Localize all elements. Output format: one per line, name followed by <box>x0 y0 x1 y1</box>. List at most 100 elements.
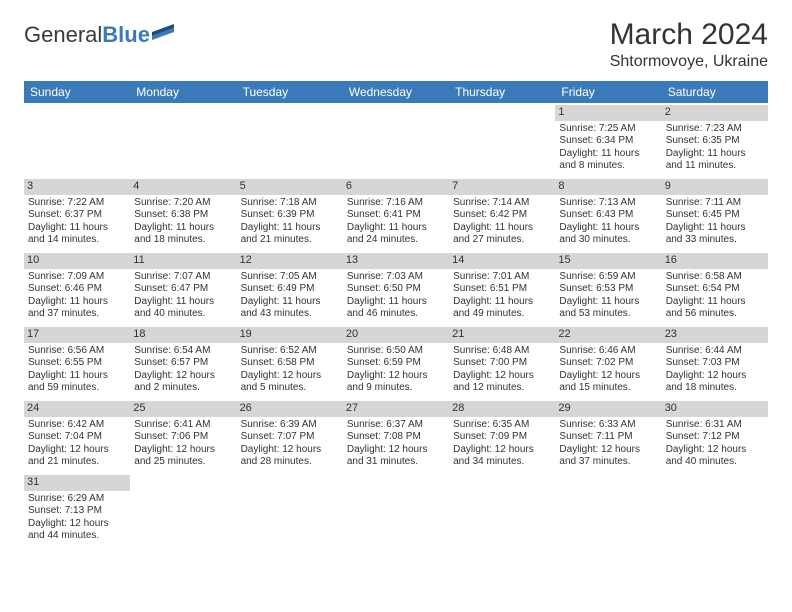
daylight-text: and 56 minutes. <box>666 308 764 321</box>
sunset-text: Sunset: 6:41 PM <box>347 209 445 222</box>
day-number: 4 <box>130 179 236 195</box>
title-block: March 2024 Shtormovoye, Ukraine <box>610 18 768 71</box>
sunset-text: Sunset: 7:00 PM <box>453 357 551 370</box>
sunset-text: Sunset: 6:46 PM <box>28 283 126 296</box>
daylight-text: Daylight: 11 hours <box>453 222 551 235</box>
sunrise-text: Sunrise: 7:22 AM <box>28 197 126 210</box>
daylight-text: Daylight: 12 hours <box>453 444 551 457</box>
calendar-table: SundayMondayTuesdayWednesdayThursdayFrid… <box>24 81 768 547</box>
sunset-text: Sunset: 7:06 PM <box>134 431 232 444</box>
calendar-day-cell <box>662 473 768 547</box>
sunset-text: Sunset: 6:59 PM <box>347 357 445 370</box>
day-number: 7 <box>449 179 555 195</box>
day-number: 15 <box>555 253 661 269</box>
day-number: 11 <box>130 253 236 269</box>
calendar-day-cell: 10Sunrise: 7:09 AMSunset: 6:46 PMDayligh… <box>24 251 130 325</box>
month-title: March 2024 <box>610 18 768 52</box>
daylight-text: and 27 minutes. <box>453 234 551 247</box>
sunset-text: Sunset: 6:47 PM <box>134 283 232 296</box>
calendar-day-cell: 22Sunrise: 6:46 AMSunset: 7:02 PMDayligh… <box>555 325 661 399</box>
sunrise-text: Sunrise: 6:44 AM <box>666 345 764 358</box>
sunset-text: Sunset: 7:12 PM <box>666 431 764 444</box>
calendar-week-row: 10Sunrise: 7:09 AMSunset: 6:46 PMDayligh… <box>24 251 768 325</box>
logo-text-general: General <box>24 22 102 47</box>
sunset-text: Sunset: 6:50 PM <box>347 283 445 296</box>
day-number: 12 <box>237 253 343 269</box>
sunrise-text: Sunrise: 6:46 AM <box>559 345 657 358</box>
calendar-day-cell: 21Sunrise: 6:48 AMSunset: 7:00 PMDayligh… <box>449 325 555 399</box>
calendar-week-row: 1Sunrise: 7:25 AMSunset: 6:34 PMDaylight… <box>24 103 768 177</box>
calendar-day-cell: 23Sunrise: 6:44 AMSunset: 7:03 PMDayligh… <box>662 325 768 399</box>
daylight-text: Daylight: 11 hours <box>241 222 339 235</box>
sunset-text: Sunset: 6:34 PM <box>559 135 657 148</box>
calendar-day-cell <box>237 473 343 547</box>
daylight-text: and 59 minutes. <box>28 382 126 395</box>
sunrise-text: Sunrise: 7:11 AM <box>666 197 764 210</box>
daylight-text: Daylight: 12 hours <box>241 370 339 383</box>
day-number: 24 <box>24 401 130 417</box>
daylight-text: and 49 minutes. <box>453 308 551 321</box>
calendar-day-cell <box>343 473 449 547</box>
sunrise-text: Sunrise: 6:50 AM <box>347 345 445 358</box>
daylight-text: Daylight: 11 hours <box>28 296 126 309</box>
daylight-text: Daylight: 11 hours <box>559 148 657 161</box>
daylight-text: Daylight: 12 hours <box>28 444 126 457</box>
calendar-day-cell: 24Sunrise: 6:42 AMSunset: 7:04 PMDayligh… <box>24 399 130 473</box>
sunrise-text: Sunrise: 7:13 AM <box>559 197 657 210</box>
calendar-day-cell <box>555 473 661 547</box>
calendar-day-cell: 3Sunrise: 7:22 AMSunset: 6:37 PMDaylight… <box>24 177 130 251</box>
calendar-day-cell: 27Sunrise: 6:37 AMSunset: 7:08 PMDayligh… <box>343 399 449 473</box>
sunset-text: Sunset: 6:58 PM <box>241 357 339 370</box>
location-title: Shtormovoye, Ukraine <box>610 53 768 71</box>
sunrise-text: Sunrise: 6:31 AM <box>666 419 764 432</box>
day-number: 21 <box>449 327 555 343</box>
calendar-day-cell: 2Sunrise: 7:23 AMSunset: 6:35 PMDaylight… <box>662 103 768 177</box>
calendar-day-cell: 31Sunrise: 6:29 AMSunset: 7:13 PMDayligh… <box>24 473 130 547</box>
daylight-text: and 25 minutes. <box>134 456 232 469</box>
sunset-text: Sunset: 6:37 PM <box>28 209 126 222</box>
sunrise-text: Sunrise: 6:41 AM <box>134 419 232 432</box>
daylight-text: Daylight: 11 hours <box>666 148 764 161</box>
day-number: 28 <box>449 401 555 417</box>
day-number: 14 <box>449 253 555 269</box>
sunset-text: Sunset: 6:45 PM <box>666 209 764 222</box>
day-number: 1 <box>555 105 661 121</box>
day-number: 25 <box>130 401 236 417</box>
sunrise-text: Sunrise: 6:56 AM <box>28 345 126 358</box>
sunrise-text: Sunrise: 6:59 AM <box>559 271 657 284</box>
day-header: Saturday <box>662 81 768 103</box>
header: GeneralBlue March 2024 Shtormovoye, Ukra… <box>24 18 768 71</box>
daylight-text: Daylight: 11 hours <box>28 370 126 383</box>
daylight-text: and 46 minutes. <box>347 308 445 321</box>
daylight-text: Daylight: 11 hours <box>347 296 445 309</box>
sunrise-text: Sunrise: 7:20 AM <box>134 197 232 210</box>
sunrise-text: Sunrise: 7:14 AM <box>453 197 551 210</box>
daylight-text: and 40 minutes. <box>666 456 764 469</box>
daylight-text: and 43 minutes. <box>241 308 339 321</box>
sunrise-text: Sunrise: 6:48 AM <box>453 345 551 358</box>
sunrise-text: Sunrise: 6:39 AM <box>241 419 339 432</box>
daylight-text: Daylight: 11 hours <box>453 296 551 309</box>
day-header: Monday <box>130 81 236 103</box>
day-header: Thursday <box>449 81 555 103</box>
calendar-day-cell: 9Sunrise: 7:11 AMSunset: 6:45 PMDaylight… <box>662 177 768 251</box>
daylight-text: Daylight: 12 hours <box>347 444 445 457</box>
calendar-day-cell: 17Sunrise: 6:56 AMSunset: 6:55 PMDayligh… <box>24 325 130 399</box>
sunset-text: Sunset: 7:03 PM <box>666 357 764 370</box>
calendar-day-cell <box>449 473 555 547</box>
flag-icon <box>152 24 174 40</box>
daylight-text: Daylight: 12 hours <box>559 444 657 457</box>
calendar-day-cell <box>24 103 130 177</box>
calendar-week-row: 31Sunrise: 6:29 AMSunset: 7:13 PMDayligh… <box>24 473 768 547</box>
sunrise-text: Sunrise: 6:37 AM <box>347 419 445 432</box>
daylight-text: and 30 minutes. <box>559 234 657 247</box>
calendar-day-cell: 14Sunrise: 7:01 AMSunset: 6:51 PMDayligh… <box>449 251 555 325</box>
calendar-day-cell <box>343 103 449 177</box>
calendar-day-cell: 16Sunrise: 6:58 AMSunset: 6:54 PMDayligh… <box>662 251 768 325</box>
daylight-text: Daylight: 11 hours <box>134 222 232 235</box>
calendar-day-cell: 1Sunrise: 7:25 AMSunset: 6:34 PMDaylight… <box>555 103 661 177</box>
daylight-text: Daylight: 11 hours <box>666 296 764 309</box>
sunrise-text: Sunrise: 7:09 AM <box>28 271 126 284</box>
sunset-text: Sunset: 6:38 PM <box>134 209 232 222</box>
day-number: 23 <box>662 327 768 343</box>
